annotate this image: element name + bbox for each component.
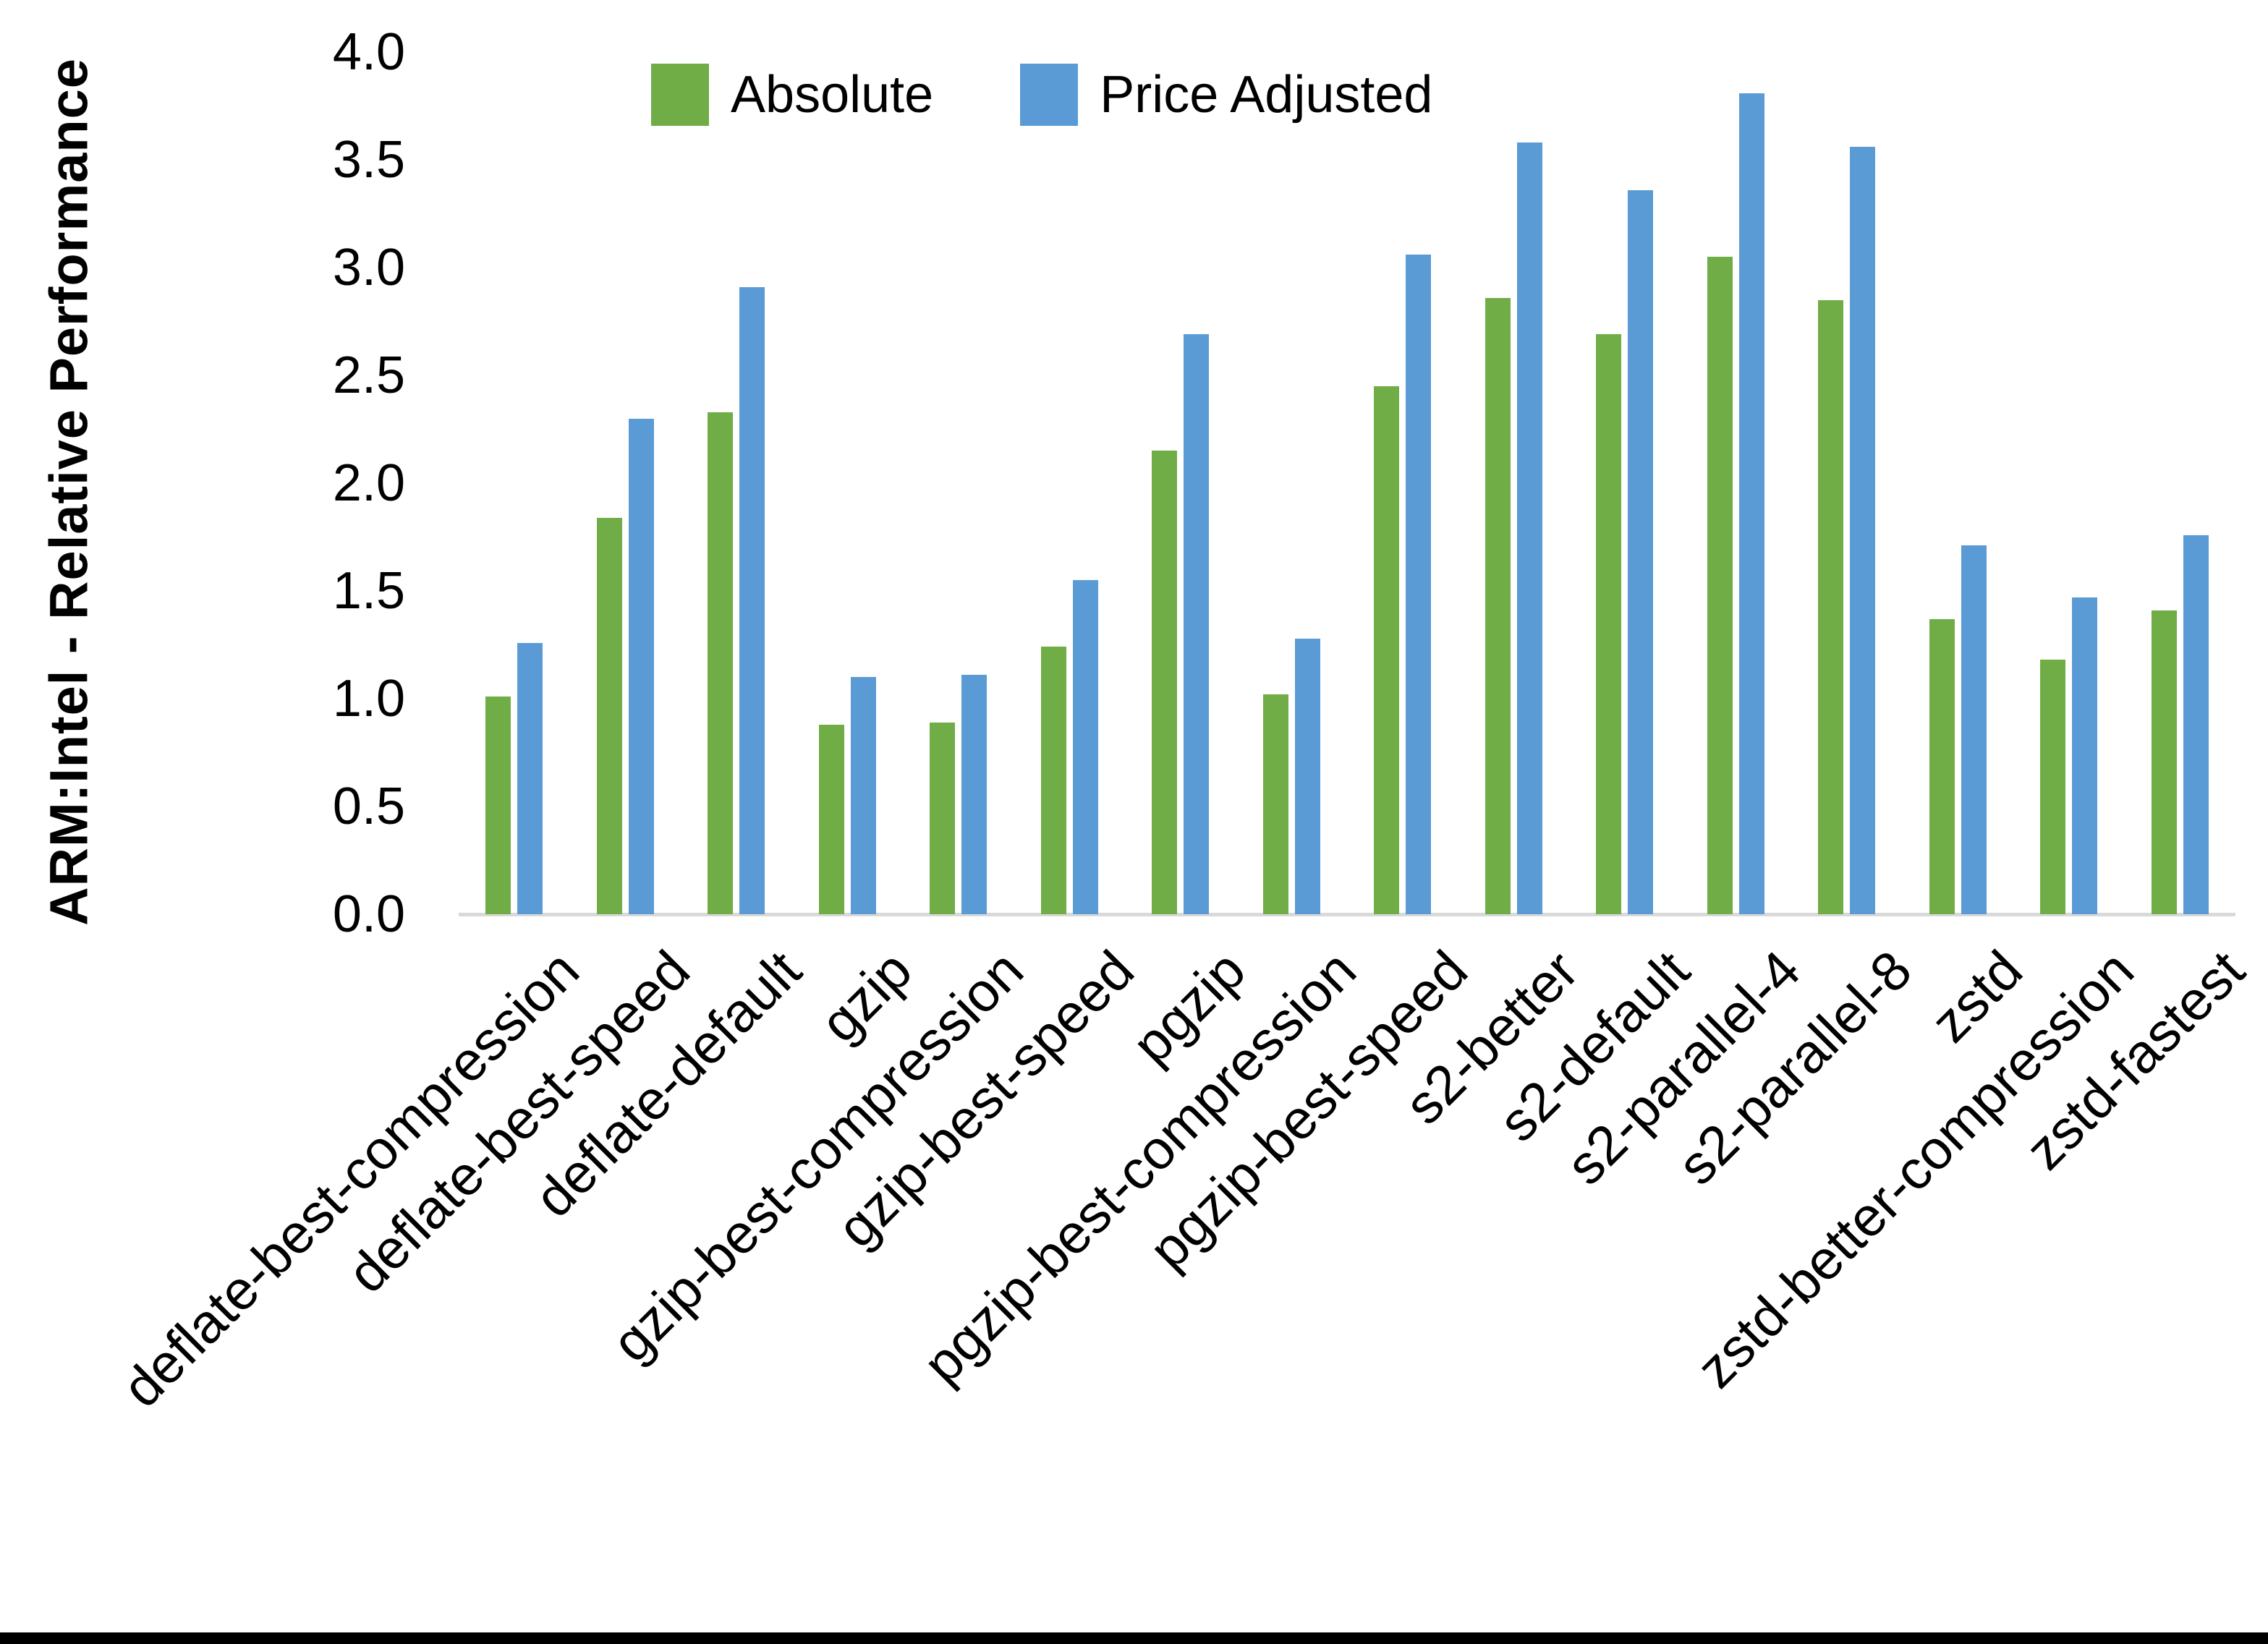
bar-price-adjusted-deflate-best-compression	[517, 643, 543, 914]
bar-absolute-pgzip-best-speed	[1374, 386, 1399, 914]
y-tick-label-0.5: 0.5	[332, 778, 405, 835]
bar-price-adjusted-zstd-fastest	[2183, 535, 2209, 914]
bar-absolute-s2-parallel-8	[1818, 300, 1843, 914]
bar-absolute-pgzip-best-compression	[1263, 694, 1288, 914]
bar-price-adjusted-gzip-best-compression	[961, 675, 987, 914]
bar-price-adjusted-pgzip	[1184, 334, 1209, 914]
y-axis-title: ARM:Intel - Relative Performance	[38, 58, 99, 926]
bar-price-adjusted-s2-default	[1628, 190, 1653, 914]
bar-absolute-gzip-best-speed	[1041, 647, 1066, 914]
bottom-border	[0, 1632, 2268, 1644]
y-tick-label-2.5: 2.5	[332, 346, 405, 404]
legend-swatch-price-adjusted-icon	[1020, 64, 1079, 126]
y-tick-label-4.0: 4.0	[332, 23, 405, 81]
bar-absolute-zstd	[1929, 619, 1955, 914]
bar-absolute-zstd-better-compression	[2040, 660, 2065, 914]
bar-absolute-s2-better	[1485, 298, 1511, 914]
bar-absolute-deflate-best-speed	[597, 518, 622, 914]
legend-item-price-adjusted: Price Adjusted	[1020, 64, 1432, 126]
legend-label-price-adjusted: Price Adjusted	[1100, 66, 1433, 124]
bar-absolute-zstd-fastest	[2152, 610, 2177, 914]
bar-price-adjusted-zstd-better-compression	[2072, 597, 2097, 914]
legend-label-absolute: Absolute	[731, 66, 934, 124]
bar-absolute-s2-default	[1596, 334, 1621, 914]
bar-price-adjusted-deflate-default	[739, 287, 765, 914]
legend-item-absolute: Absolute	[651, 64, 933, 126]
bar-price-adjusted-gzip-best-speed	[1073, 580, 1098, 914]
legend-swatch-absolute-icon	[651, 64, 709, 126]
bar-absolute-s2-parallel-4	[1707, 257, 1733, 914]
bar-absolute-pgzip	[1152, 451, 1177, 914]
bar-price-adjusted-zstd	[1961, 545, 1987, 914]
y-tick-label-0.0: 0.0	[332, 885, 405, 943]
bar-price-adjusted-s2-better	[1517, 142, 1542, 914]
bar-price-adjusted-pgzip-best-speed	[1406, 255, 1431, 914]
bar-absolute-deflate-default	[708, 412, 733, 914]
y-tick-label-1.5: 1.5	[332, 562, 405, 620]
y-tick-label-3.0: 3.0	[332, 239, 405, 297]
bar-price-adjusted-deflate-best-speed	[629, 419, 654, 914]
bar-price-adjusted-pgzip-best-compression	[1295, 639, 1320, 914]
bar-absolute-deflate-best-compression	[485, 697, 511, 914]
y-tick-label-2.0: 2.0	[332, 454, 405, 512]
bar-price-adjusted-s2-parallel-4	[1739, 93, 1764, 914]
y-tick-label-3.5: 3.5	[332, 131, 405, 189]
y-tick-label-1.0: 1.0	[332, 670, 405, 728]
bar-price-adjusted-gzip	[851, 677, 876, 914]
bar-absolute-gzip-best-compression	[930, 723, 955, 914]
bar-absolute-gzip	[819, 725, 844, 914]
bar-price-adjusted-s2-parallel-8	[1850, 147, 1875, 914]
legend: Absolute Price Adjusted	[651, 64, 1432, 126]
x-axis-line	[459, 913, 2235, 916]
